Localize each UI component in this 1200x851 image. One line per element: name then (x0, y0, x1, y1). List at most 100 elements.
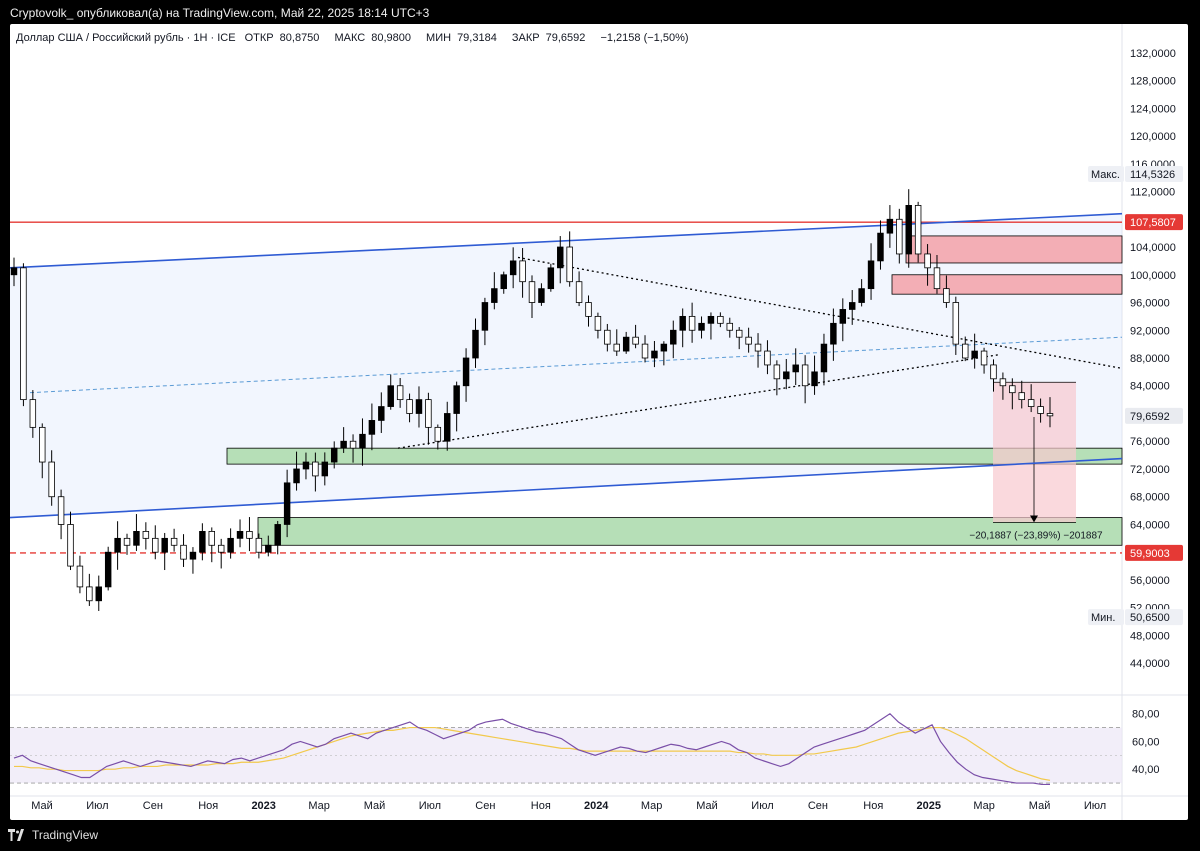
bullish-candle-body (359, 433, 366, 449)
rsi-moving-average (14, 726, 1051, 781)
price-tick-label: 132,0000 (1130, 48, 1176, 60)
candle (651, 340, 658, 368)
price-tag-prefix-box (1088, 165, 1124, 182)
candle (1037, 398, 1044, 423)
candle (387, 374, 394, 410)
candle (152, 525, 159, 560)
bearish-candle-body (754, 343, 762, 352)
price-tick-label: 48,0000 (1130, 630, 1170, 642)
time-axis-label: Июл (1084, 800, 1106, 812)
bearish-candle-body (57, 496, 65, 525)
candle (76, 555, 84, 594)
bearish-candle-body (613, 343, 620, 352)
price-change: −1,2158 (−1,50%) (600, 32, 689, 44)
bullish-candle-body (867, 260, 875, 290)
candle (717, 312, 724, 328)
bullish-candle-body (547, 267, 555, 290)
bearish-candle-body (745, 336, 752, 345)
candle (735, 327, 743, 350)
price-chart[interactable]: −20,1887 (−23,89%) −201887 132,0000 128,00… (10, 24, 1188, 820)
bearish-candle-body (246, 531, 253, 539)
bullish-candle-body (227, 537, 234, 553)
symbol-title[interactable]: Доллар США / Российский рубль · 1Н · ICE (16, 32, 236, 44)
bearish-candle-body (312, 461, 319, 477)
price-tick-label: 72,0000 (1130, 464, 1170, 476)
candle (1027, 384, 1035, 413)
price-tag-value: 114,5326 (1130, 169, 1175, 181)
time-axis-label: Июл (86, 800, 108, 812)
bullish-candle-body (679, 315, 686, 331)
candle (604, 323, 611, 352)
time-axis-label: Сен (143, 800, 163, 812)
price-tick-label: 124,0000 (1130, 103, 1176, 115)
descending-trendline (517, 256, 1123, 370)
bearish-candle-body (76, 565, 84, 588)
candle (180, 534, 187, 567)
resistance-zone-lower (891, 274, 1123, 295)
bearish-candle-body (528, 281, 536, 303)
bullish-candle-body (698, 322, 705, 331)
bullish-candle-body (444, 413, 451, 442)
low-label: МИН (426, 32, 452, 44)
bullish-candle-body (321, 461, 329, 477)
bearish-candle-body (425, 399, 432, 428)
measure-arrowhead (1030, 515, 1038, 523)
candle (415, 386, 423, 428)
bullish-candle-body (491, 288, 498, 303)
bullish-candle-body (462, 357, 470, 387)
candle (622, 331, 630, 354)
bullish-candle-body (886, 218, 894, 234)
symbol-header: Доллар США / Российский рубль · 1Н · ICE… (16, 32, 695, 44)
candle (199, 523, 206, 561)
time-axis-label: Ноя (198, 800, 218, 812)
candle (453, 381, 460, 432)
channel-upper-line (10, 212, 1123, 269)
time-axis-label: Сен (808, 800, 828, 812)
candle (811, 355, 818, 395)
time-axis-label: Май (696, 800, 718, 812)
candle (999, 372, 1007, 400)
candle (189, 547, 197, 574)
price-tag-box (1125, 544, 1183, 561)
ohlc-high: МАКС 80,9800 (334, 32, 417, 44)
bullish-candle-body (302, 461, 310, 470)
low-value: 79,3184 (457, 32, 497, 44)
bearish-candle-body (170, 537, 178, 546)
price-tick-label: 100,0000 (1130, 270, 1176, 282)
bullish-candle-body (330, 447, 338, 463)
ohlc-close: ЗАКР 79,6592 (512, 32, 592, 44)
bearish-candle-body (566, 246, 573, 283)
chart-panel[interactable]: Доллар США / Российский рубль · 1Н · ICE… (10, 24, 1188, 820)
bearish-candle-body (632, 336, 639, 345)
bullish-candle-body (670, 329, 677, 345)
candle (679, 308, 686, 348)
price-tag-box (1125, 407, 1183, 424)
bullish-candle-body (472, 329, 479, 359)
candle (123, 533, 131, 555)
bullish-candle-body (557, 246, 564, 269)
bearish-candle-body (641, 343, 649, 359)
bearish-candle-body (20, 267, 27, 401)
bearish-candle-body (434, 426, 442, 442)
candle (707, 312, 715, 340)
bullish-candle-body (387, 385, 394, 407)
time-axis-label: Мар (973, 800, 995, 812)
bearish-candle-body (152, 537, 159, 553)
bullish-candle-body (651, 350, 658, 359)
candle (293, 451, 300, 491)
candle (641, 335, 649, 363)
bearish-candle-body (585, 302, 592, 317)
candle (538, 283, 545, 306)
candle (349, 434, 357, 463)
candle (877, 220, 884, 270)
ascending-trendline (397, 353, 1001, 449)
bearish-candle-body (123, 537, 131, 546)
bearish-candle-body (688, 315, 696, 331)
bullish-candle-body (707, 315, 715, 324)
bullish-candle-body (839, 309, 847, 324)
candle (952, 296, 960, 355)
candle (867, 243, 875, 300)
price-tag-box (1125, 214, 1183, 231)
candle (368, 403, 376, 451)
price-tag-value: 79,6592 (1130, 411, 1170, 423)
